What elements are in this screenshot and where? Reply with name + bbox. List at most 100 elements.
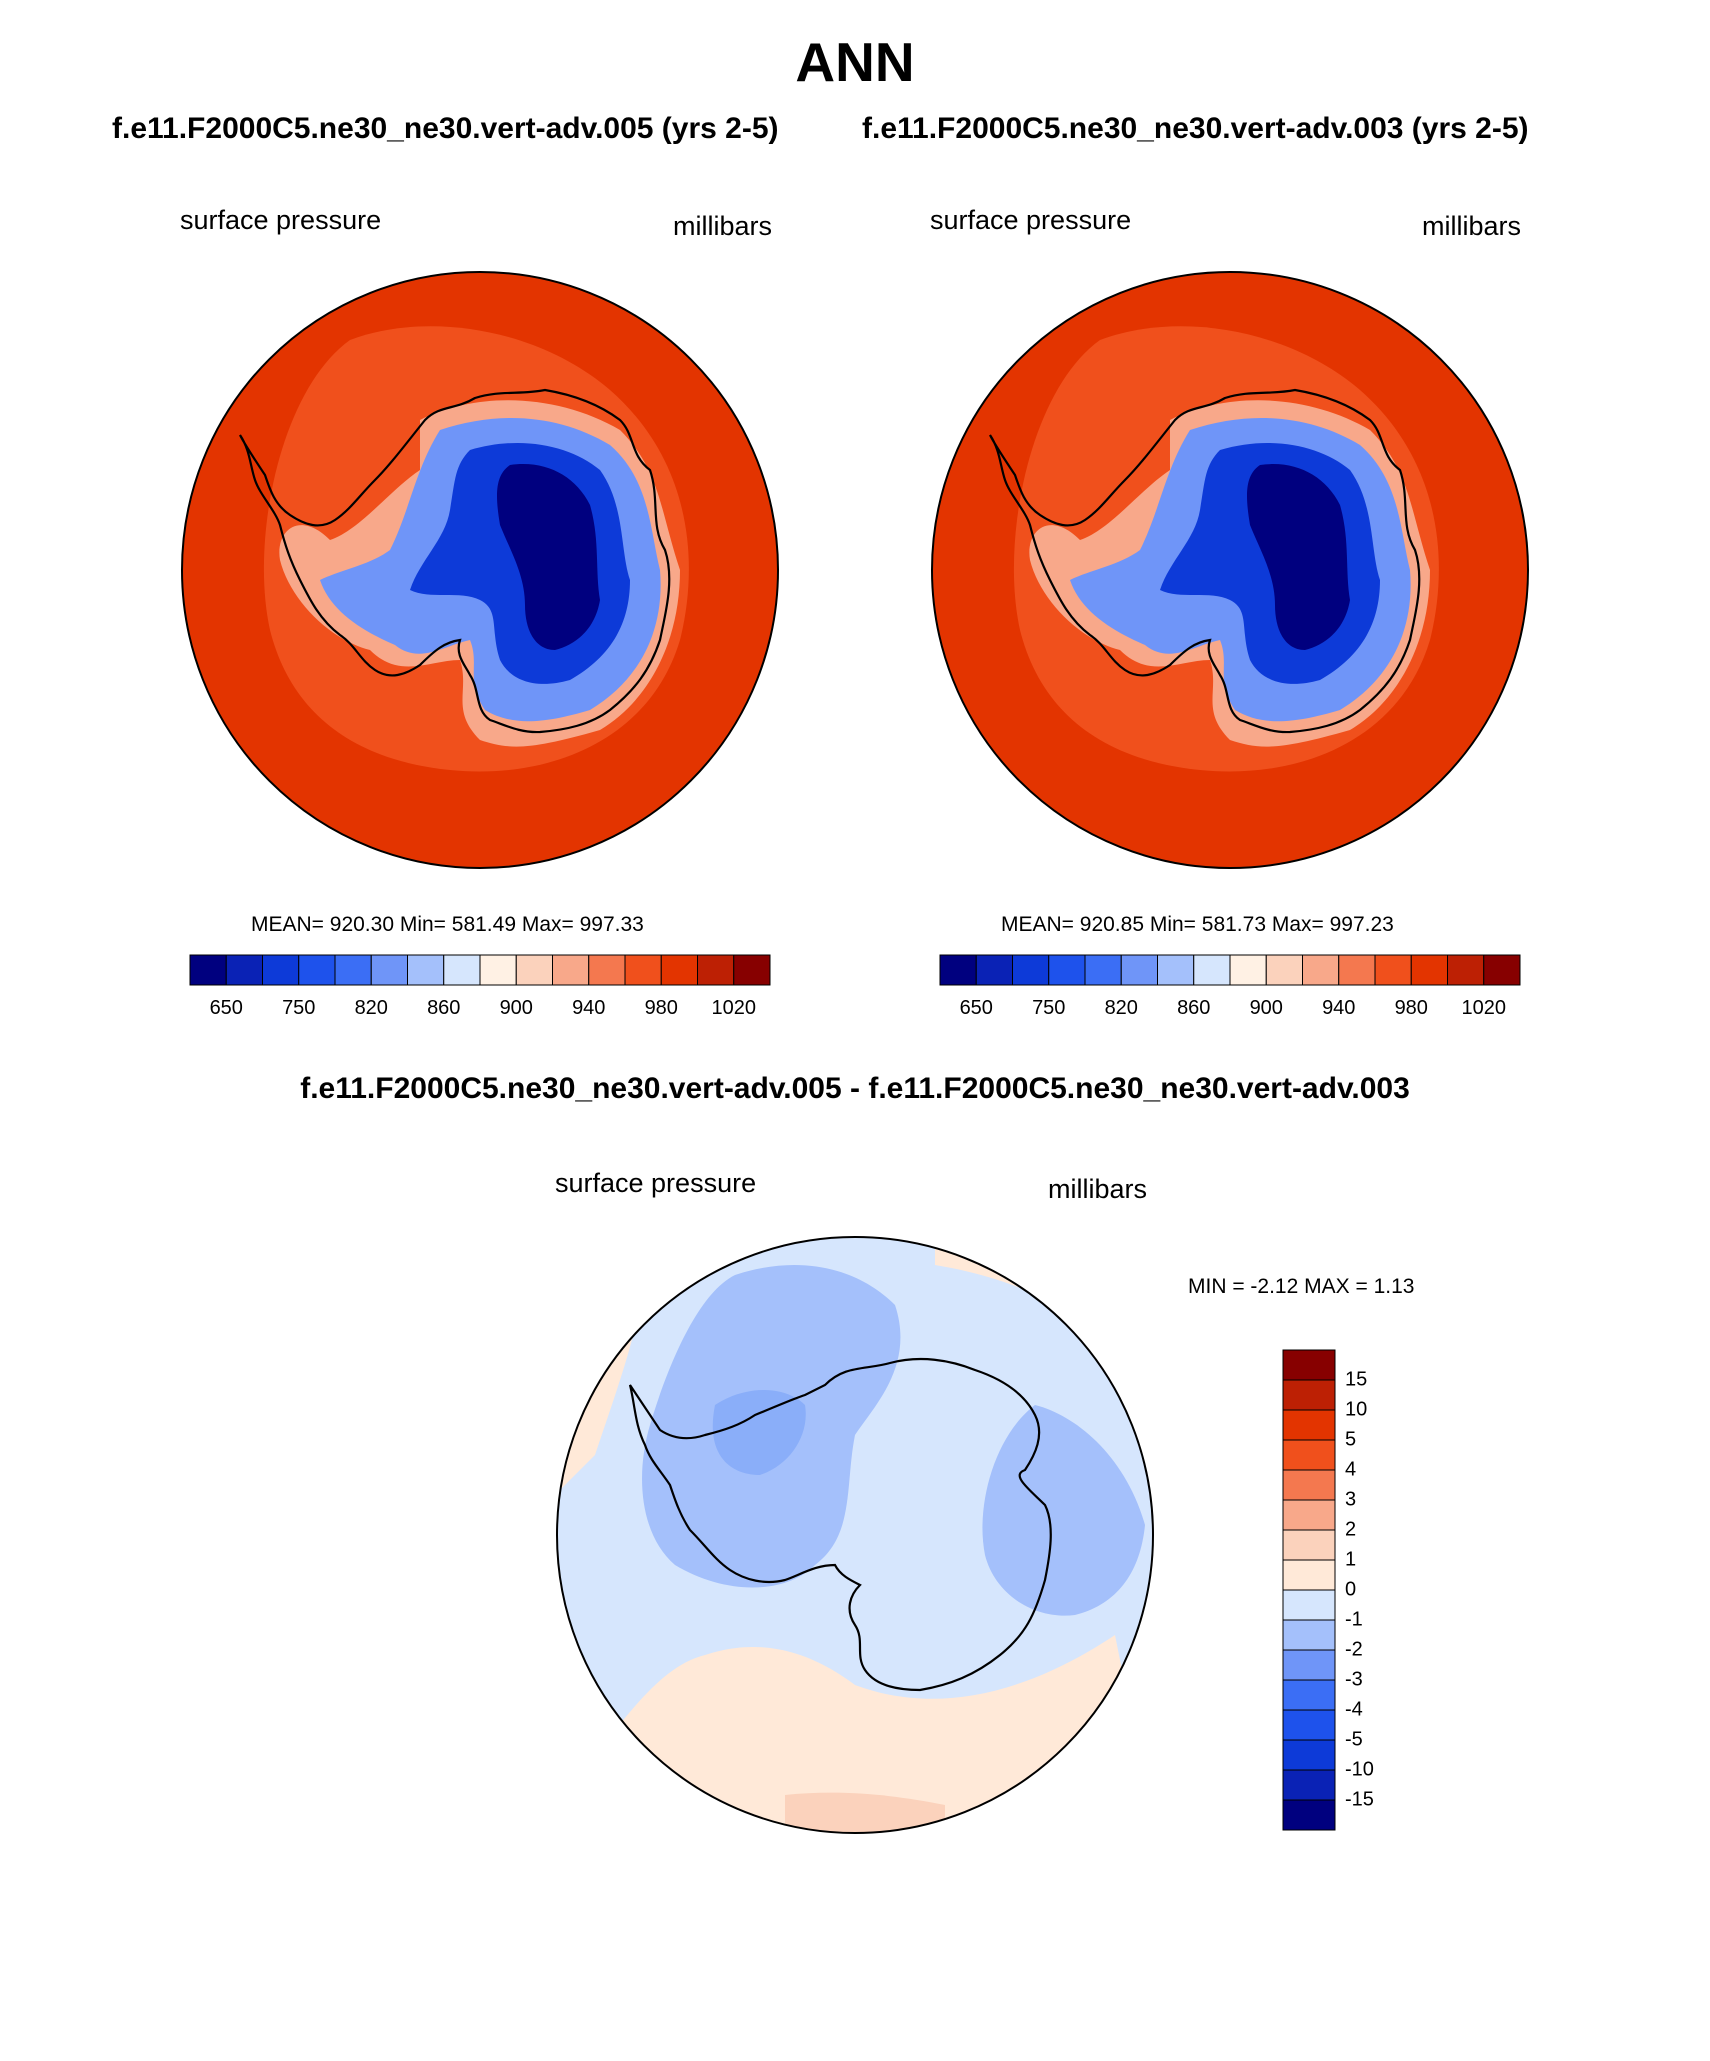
panel-1-colorbar-ticks: 650 750 820 860 900 940 980 1020 [190, 997, 770, 1027]
panel-1-polar-map [181, 271, 779, 869]
colorbar-box [588, 954, 626, 986]
colorbar-box [1447, 954, 1485, 986]
difference-title: f.e11.F2000C5.ne30_ne30.vert-adv.005 - f… [300, 1072, 1410, 1105]
panel-1-variable-label: surface pressure [180, 205, 382, 235]
colorbar-tick-label: -2 [1345, 1638, 1363, 1661]
antarctica-dome [497, 464, 600, 650]
colorbar-tick-label: 5 [1345, 1428, 1357, 1451]
colorbar-tick-label: 1 [1345, 1548, 1357, 1571]
colorbar-box [1282, 1589, 1336, 1621]
colorbar-tick-label: -10 [1345, 1758, 1374, 1781]
colorbar-tick-label: -1 [1345, 1608, 1363, 1631]
colorbar-tick-label: 1020 [1461, 997, 1507, 1019]
colorbar-tick-label: 15 [1345, 1368, 1368, 1391]
colorbar-tick-label: 750 [282, 997, 316, 1019]
colorbar-box [1282, 1799, 1336, 1831]
colorbar-tick-label: -4 [1345, 1698, 1363, 1721]
colorbar-box [443, 954, 481, 986]
difference-stats: MIN = -2.12 MAX = 1.13 [1188, 1275, 1415, 1298]
colorbar-box [1374, 954, 1412, 986]
colorbar-box [1282, 1709, 1336, 1741]
colorbar-box [939, 954, 977, 986]
panel-2-colorbar-ticks: 650 750 820 860 900 940 980 1020 [940, 997, 1520, 1027]
panel-2-colorbar [939, 954, 1521, 986]
colorbar-box [1282, 1499, 1336, 1531]
colorbar-tick-label: 980 [1394, 997, 1428, 1019]
colorbar-tick-label: 900 [499, 997, 533, 1019]
panel-2-run-title: f.e11.F2000C5.ne30_ne30.vert-adv.003 (yr… [862, 112, 1529, 145]
colorbar-tick-label: 750 [1032, 997, 1066, 1019]
colorbar-tick-label: 0 [1345, 1578, 1357, 1601]
colorbar-box [733, 954, 771, 986]
difference-colorbar-ticks: 15 10 5 4 3 2 1 0 -1 -2 -3 -4 -5 -10 -15 [1345, 1350, 1425, 1830]
colorbar-box [1282, 1439, 1336, 1471]
colorbar-box [1157, 954, 1195, 986]
colorbar-box [1282, 1619, 1336, 1651]
colorbar-box [225, 954, 263, 986]
panel-2-polar-map [931, 271, 1529, 869]
colorbar-tick-label: 860 [1177, 997, 1211, 1019]
colorbar-box [479, 954, 517, 986]
colorbar-box [1265, 954, 1303, 986]
colorbar-tick-label: 900 [1249, 997, 1283, 1019]
panel-2-units-label: millibars [1422, 211, 1522, 241]
panel-1-units-label: millibars [673, 211, 773, 241]
antarctica-coastline [989, 388, 1421, 734]
colorbar-tick-label: 820 [354, 997, 388, 1019]
colorbar-tick-label: -3 [1345, 1668, 1363, 1691]
colorbar-box [1120, 954, 1158, 986]
difference-polar-map [556, 1236, 1154, 1834]
colorbar-box [1483, 954, 1521, 986]
colorbar-box [660, 954, 698, 986]
colorbar-tick-label: 940 [1322, 997, 1356, 1019]
colorbar-box [1338, 954, 1376, 986]
antarctica-coastline [628, 1357, 1052, 1692]
colorbar-box [697, 954, 735, 986]
colorbar-box [1282, 1349, 1336, 1381]
colorbar-box [1084, 954, 1122, 986]
colorbar-box [552, 954, 590, 986]
colorbar-box [1282, 1559, 1336, 1591]
colorbar-tick-label: 3 [1345, 1488, 1357, 1511]
colorbar-box [1282, 1739, 1336, 1771]
colorbar-box [1410, 954, 1448, 986]
colorbar-box [407, 954, 445, 986]
colorbar-tick-label: 4 [1345, 1458, 1357, 1481]
colorbar-box [1282, 1469, 1336, 1501]
colorbar-tick-label: 10 [1345, 1398, 1368, 1421]
colorbar-box [1229, 954, 1267, 986]
panel-1-run-title: f.e11.F2000C5.ne30_ne30.vert-adv.005 (yr… [112, 112, 779, 145]
colorbar-box [624, 954, 662, 986]
colorbar-box [1302, 954, 1340, 986]
colorbar-tick-label: 1020 [711, 997, 757, 1019]
colorbar-tick-label: 650 [959, 997, 993, 1019]
colorbar-box [298, 954, 336, 986]
colorbar-tick-label: 650 [209, 997, 243, 1019]
page-title: ANN [795, 31, 915, 93]
panel-2-variable-label: surface pressure [930, 205, 1132, 235]
colorbar-box [334, 954, 372, 986]
negative-core [712, 1390, 806, 1475]
colorbar-box [262, 954, 300, 986]
difference-colorbar [1282, 1349, 1336, 1831]
positive-region-bottom [557, 1635, 1153, 1833]
colorbar-tick-label: -5 [1345, 1728, 1363, 1751]
colorbar-tick-label: 820 [1104, 997, 1138, 1019]
colorbar-box [189, 954, 227, 986]
positive-region-bottom-inner [785, 1792, 945, 1833]
colorbar-tick-label: 940 [572, 997, 606, 1019]
colorbar-tick-label: 2 [1345, 1518, 1357, 1541]
antarctica-dome [1247, 464, 1350, 650]
panel-1-colorbar [189, 954, 771, 986]
negative-region-east [982, 1405, 1145, 1616]
colorbar-box [1193, 954, 1231, 986]
colorbar-box [975, 954, 1013, 986]
panel-1-stats: MEAN= 920.30 Min= 581.49 Max= 997.33 [251, 913, 644, 936]
colorbar-box [1282, 1379, 1336, 1411]
colorbar-box [1282, 1679, 1336, 1711]
colorbar-tick-label: -15 [1345, 1788, 1374, 1811]
colorbar-box [1282, 1649, 1336, 1681]
colorbar-tick-label: 980 [644, 997, 678, 1019]
panel-2-stats: MEAN= 920.85 Min= 581.73 Max= 997.23 [1001, 913, 1394, 936]
colorbar-box [1282, 1409, 1336, 1441]
